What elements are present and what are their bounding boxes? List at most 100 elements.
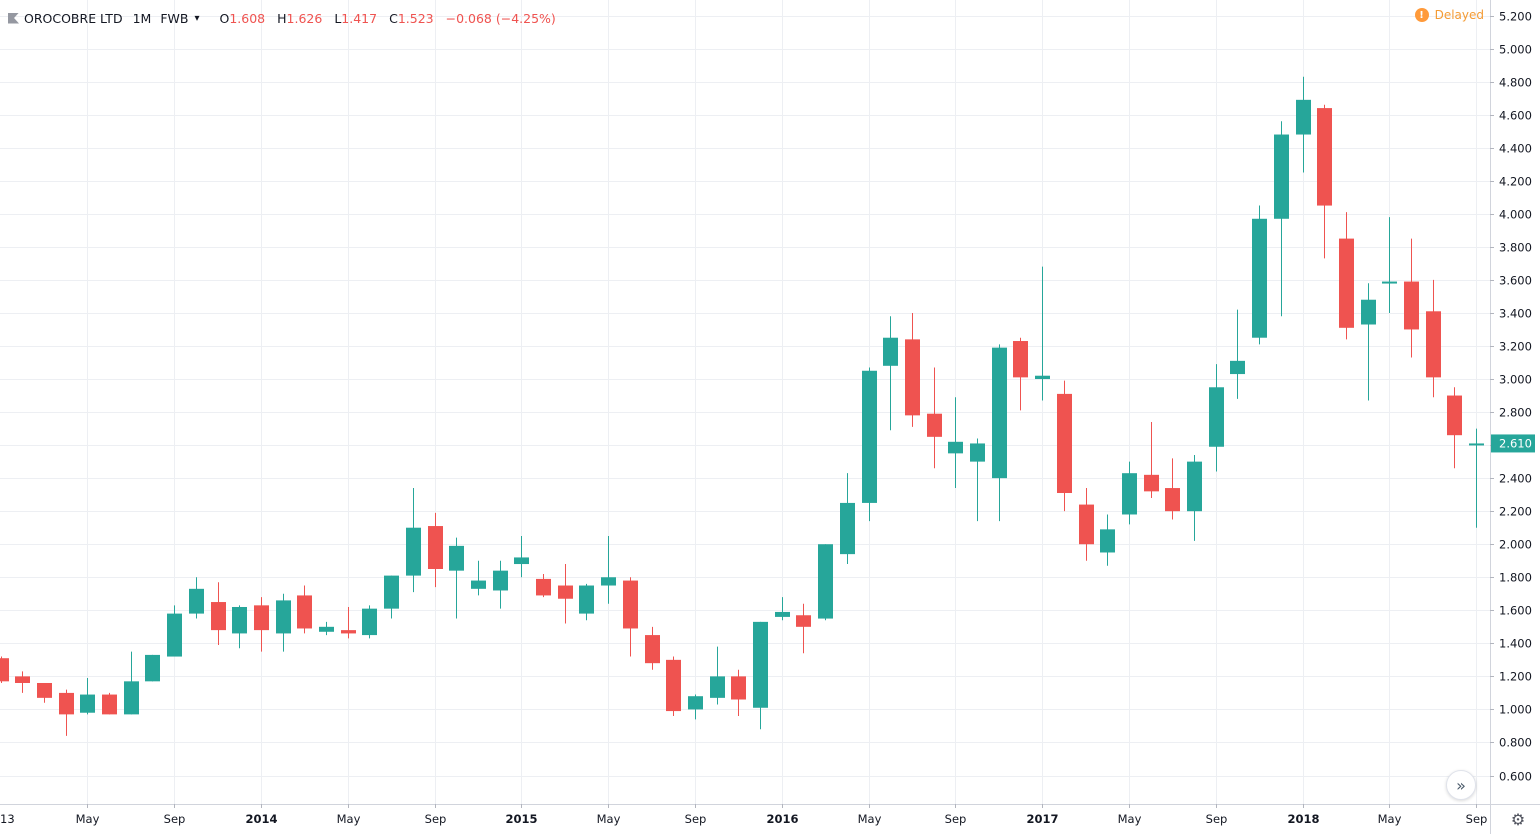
candle — [0, 656, 9, 683]
candle-body — [710, 676, 725, 698]
candle-body — [493, 570, 508, 591]
candle — [124, 651, 139, 715]
candle — [688, 694, 703, 720]
symbol-name[interactable]: OROCOBRE LTD — [24, 10, 123, 26]
candle-body — [753, 621, 768, 708]
price-tick-label: 1.200 — [1499, 670, 1532, 684]
time-tick-label: Sep — [945, 812, 967, 826]
candle — [645, 626, 660, 670]
scroll-to-realtime-button[interactable]: » — [1446, 770, 1476, 800]
time-tick-label: Sep — [425, 812, 447, 826]
candle — [428, 512, 443, 588]
price-tick-label: 3.400 — [1499, 307, 1532, 321]
candle-body — [862, 370, 877, 503]
candle-body — [731, 676, 746, 700]
price-tick-label: 1.600 — [1499, 604, 1532, 618]
candle-body — [1382, 281, 1397, 284]
candle — [927, 367, 942, 469]
candle-body — [601, 577, 616, 586]
time-tick-label: 2015 — [505, 812, 537, 826]
candle — [341, 606, 356, 639]
candle — [362, 605, 377, 639]
chevron-down-icon[interactable]: ▾ — [194, 12, 200, 24]
interval-label[interactable]: 1M — [132, 10, 152, 26]
candle-body — [1447, 395, 1462, 436]
price-tick-label: 3.000 — [1499, 373, 1532, 387]
candle-body — [970, 443, 985, 462]
candle — [1013, 337, 1028, 411]
price-tick-label: 5.200 — [1499, 10, 1532, 24]
candle — [145, 654, 160, 682]
price-tick-label: 1.000 — [1499, 703, 1532, 717]
candle — [1339, 212, 1354, 340]
candle-body — [232, 606, 247, 634]
price-axis[interactable]: 0.600 0.800 1.000 1.200 1.400 1.600 1.800 2.000… — [1490, 10, 1532, 784]
chart-settings-button[interactable]: ⚙ — [1508, 809, 1528, 829]
time-tick-label: May — [1118, 812, 1142, 826]
candle — [948, 397, 963, 489]
candle-body — [406, 527, 421, 576]
candle — [59, 689, 74, 736]
time-tick-label: Sep — [1466, 812, 1488, 826]
candle — [579, 583, 594, 621]
candle — [731, 669, 746, 717]
candle-body — [1144, 474, 1159, 492]
time-axis[interactable]: 13 May Sep 2014 May Sep 2015 May Sep 2016 May Sep 20… — [0, 804, 1487, 826]
candle-body — [1361, 299, 1376, 325]
time-tick-label: May — [858, 812, 882, 826]
candle-body — [37, 682, 52, 698]
candle — [297, 585, 312, 634]
price-tick-label: 2.000 — [1499, 538, 1532, 552]
delayed-indicator[interactable]: ! Delayed — [1414, 8, 1484, 22]
candle-body — [211, 602, 226, 631]
candle-body — [167, 613, 182, 657]
candle — [276, 593, 291, 652]
candle — [818, 544, 833, 621]
candle-body — [254, 605, 269, 631]
candle — [840, 473, 855, 565]
candle — [1035, 266, 1050, 401]
price-tick-label: 3.200 — [1499, 340, 1532, 354]
candle — [1404, 238, 1419, 358]
candle-body — [905, 339, 920, 416]
price-tick-label: 4.200 — [1499, 175, 1532, 189]
price-tick-label: 3.800 — [1499, 241, 1532, 255]
candle — [189, 577, 204, 619]
price-tick-label: 1.400 — [1499, 637, 1532, 651]
candle-body — [796, 615, 811, 627]
candle-body — [645, 635, 660, 664]
candle-body — [319, 626, 334, 632]
time-tick-label: Sep — [1206, 812, 1228, 826]
candle — [1274, 121, 1289, 317]
time-tick-label: 2018 — [1287, 812, 1319, 826]
candle — [601, 535, 616, 604]
candle-body — [1296, 99, 1311, 135]
candle-body — [992, 347, 1007, 479]
candle-body — [1230, 360, 1245, 375]
exchange-label[interactable]: FWB — [160, 10, 189, 26]
delayed-label: Delayed — [1434, 8, 1484, 22]
candle — [449, 537, 464, 619]
candle — [623, 577, 638, 657]
candle — [905, 312, 920, 427]
candle-body — [948, 441, 963, 454]
candle-body — [1187, 461, 1202, 512]
candle — [558, 564, 573, 624]
candle — [232, 605, 247, 649]
candle — [319, 621, 334, 636]
candle — [1079, 488, 1094, 561]
candle-body — [145, 654, 160, 682]
close-value: C1.523 — [389, 10, 434, 26]
candle — [1469, 428, 1484, 528]
candle-body — [428, 526, 443, 569]
candle-body — [15, 676, 30, 683]
candle-body — [297, 595, 312, 629]
candle — [1252, 205, 1267, 345]
double-chevron-right-icon: » — [1456, 775, 1466, 795]
candle — [1122, 461, 1137, 525]
time-tick-label: Sep — [164, 812, 186, 826]
candle-body — [1339, 238, 1354, 328]
candle-body — [927, 413, 942, 437]
gear-icon: ⚙ — [1510, 809, 1526, 829]
